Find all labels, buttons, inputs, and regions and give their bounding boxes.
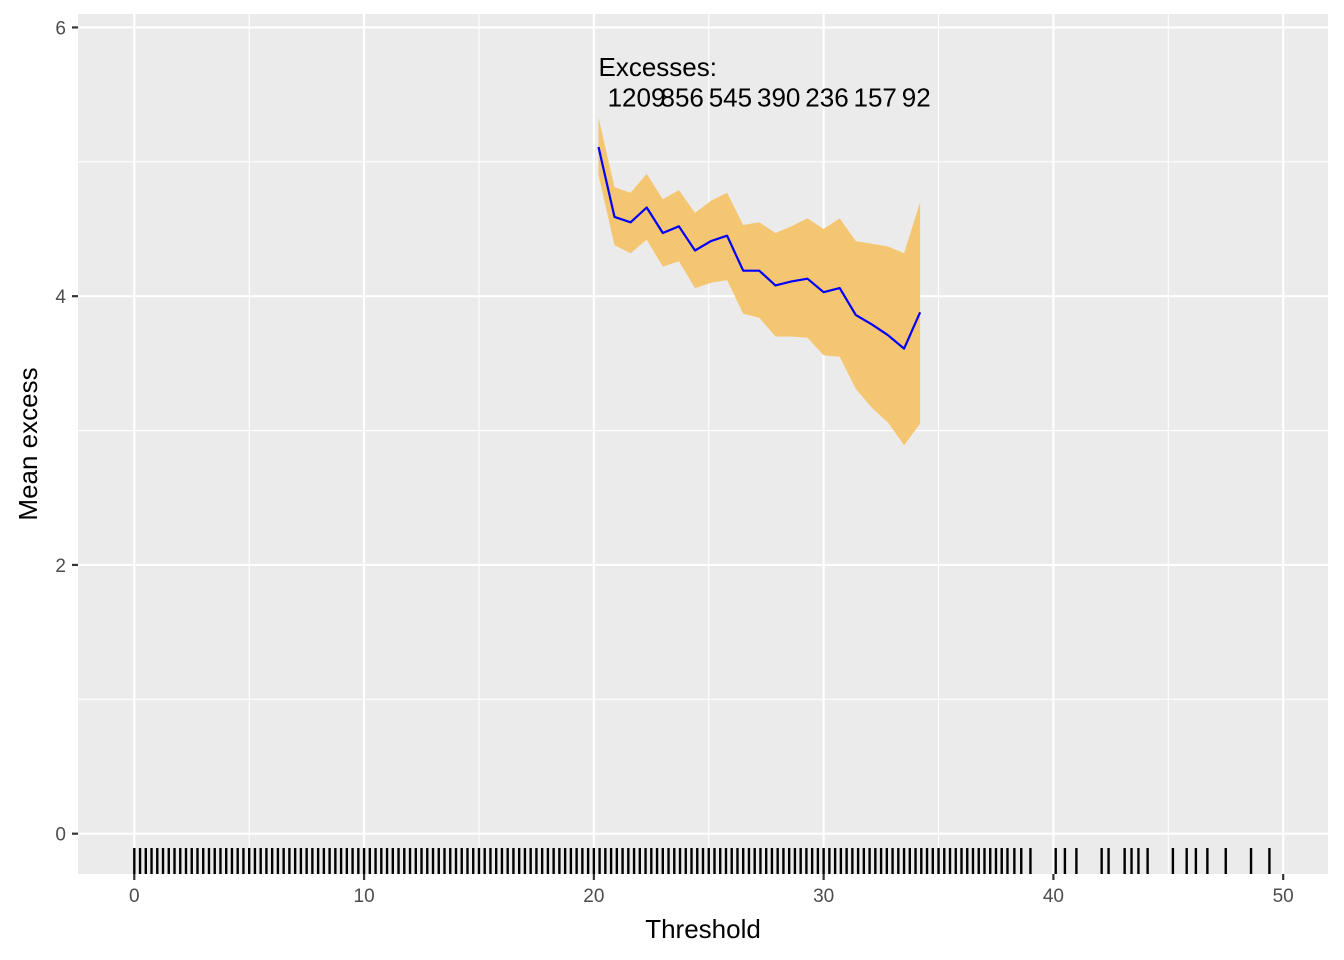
excess-annotation: Excesses: (599, 52, 718, 82)
mean-excess-polyline (597, 146, 922, 350)
y-axis-title: Mean excess (13, 367, 43, 520)
confidence-band-area (598, 117, 921, 446)
major-gridlines (78, 14, 1328, 874)
excess-annotation: 236 (805, 83, 848, 113)
y-tick-label: 4 (55, 287, 66, 308)
panel-background (78, 14, 1328, 874)
x-tick-label: 40 (1043, 886, 1064, 907)
rug-marks (133, 848, 1271, 874)
x-tick-label: 50 (1273, 886, 1294, 907)
y-tick-label: 6 (55, 18, 66, 39)
excess-annotation: 545 (709, 83, 752, 113)
y-tick-label: 2 (55, 556, 66, 577)
excess-annotation: 157 (854, 83, 897, 113)
excess-annotation: 1209 (608, 83, 666, 113)
confidence-band (598, 117, 921, 446)
excess-annotation: 856 (661, 83, 704, 113)
x-tick-label: 0 (129, 886, 140, 907)
x-tick-label: 20 (583, 886, 604, 907)
x-tick-label: 10 (354, 886, 375, 907)
y-tick-label: 0 (55, 825, 66, 846)
x-tick-label: 30 (813, 886, 834, 907)
x-axis: 0 10 20 30 40 50 (129, 874, 1294, 907)
excess-annotation: 390 (757, 83, 800, 113)
y-axis: 0 2 4 6 (55, 18, 78, 846)
mean-excess-line (597, 146, 922, 350)
minor-gridlines (78, 14, 1328, 874)
x-axis-title: Threshold (645, 914, 761, 944)
excess-annotation: 92 (902, 83, 931, 113)
